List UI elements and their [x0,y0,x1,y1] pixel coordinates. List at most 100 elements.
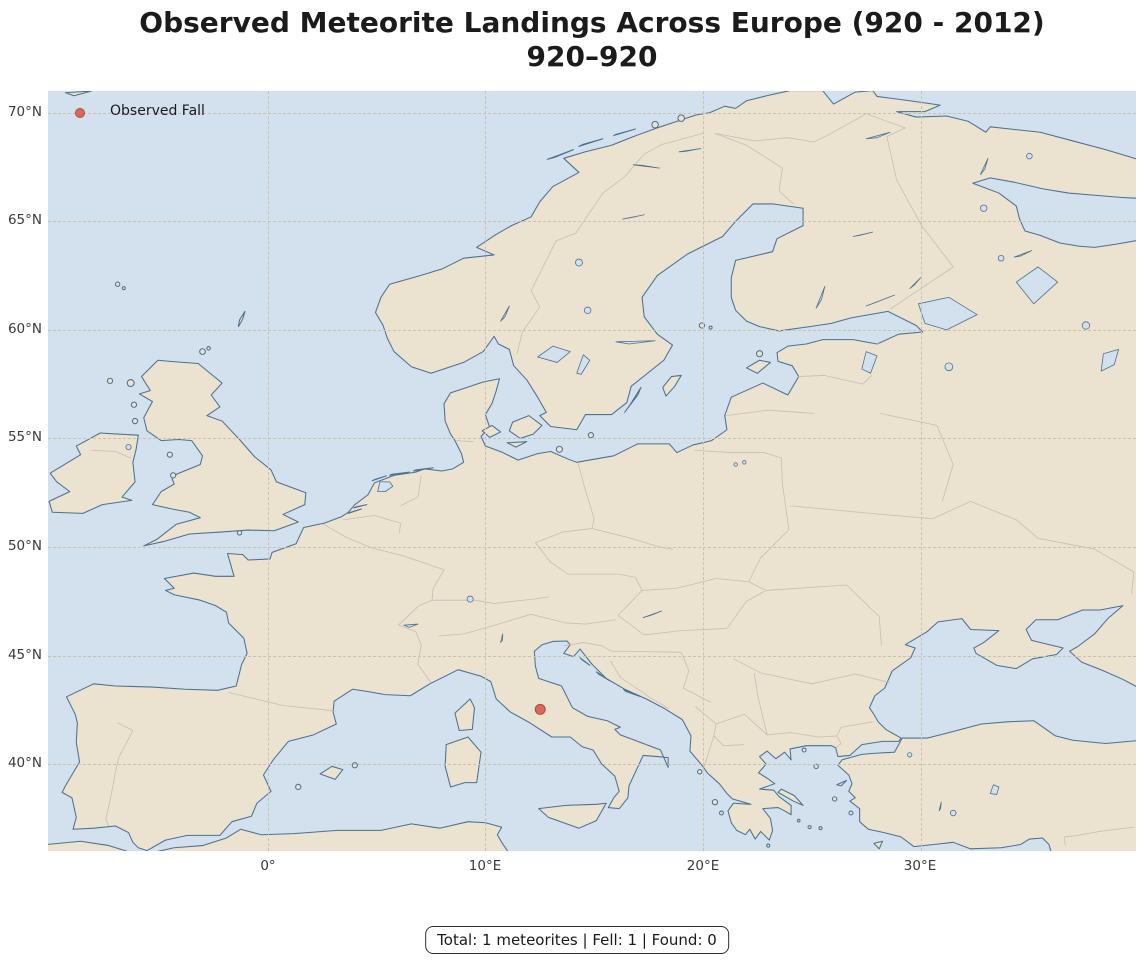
lake-storuman [622,215,644,219]
border-hungary-region [618,577,766,635]
island-oland [625,387,641,412]
lake-vanern [538,346,571,362]
lake-garda [501,634,503,643]
island-corsica [455,699,475,730]
lat-tick-50n: 50°N [7,538,42,554]
island-chios [832,797,836,801]
border-baltics [726,342,879,416]
island-faroe-2 [122,287,125,290]
lake-tuz [990,785,999,795]
island-anglesey [171,473,176,478]
island-aland-2 [709,326,712,329]
lake-egirdir [939,802,941,811]
lake-tornetrask [679,149,701,152]
border-germany-poland-czech [535,462,672,577]
island-faroe-1 [115,282,119,286]
island-man [167,452,172,457]
lake-akkajaure [633,165,659,168]
lake-ilmen [945,363,953,371]
island-kvaloya [678,115,685,122]
island-sicily [539,803,606,828]
island-islay [132,418,137,423]
island-mallorca [320,766,343,779]
lake-constance [467,596,473,602]
border-turkey-syria [1064,827,1134,845]
landmass-africa-west [48,841,130,851]
lake-siljan [584,307,591,314]
island-lofoten-1 [547,150,573,160]
island-frisian-1 [372,476,386,481]
island-shetland [238,311,245,326]
lake-peipus [862,352,877,374]
island-orkney [200,349,206,355]
border-portugal-spain [106,723,133,826]
border-scandinavia [517,114,953,354]
lake-geneva [404,624,418,627]
lake-neagh [126,445,131,450]
island-wight [237,531,241,535]
lon-tick-10e: 10°E [468,858,502,874]
lake-masurian-1 [734,463,737,466]
island-lemnos [814,764,818,768]
chart-title: Observed Meteorite Landings Across Europ… [48,6,1136,73]
lake-vygozero [1014,251,1031,258]
island-delta-2 [354,505,367,508]
island-menorca [352,763,357,768]
lat-tick-45n: 45°N [7,647,42,663]
chart-title-line1: Observed Meteorite Landings Across Europ… [139,6,1045,39]
landmass-africa-east [155,822,509,851]
lake-segozero [998,255,1004,261]
legend: Observed Fall [48,91,308,131]
lake-ladoga [918,297,977,330]
island-lesbos [837,780,847,785]
lat-tick-70n: 70°N [7,104,42,120]
lake-oulujarvi [853,232,873,236]
lake-onega [1016,267,1057,304]
island-hebrides-2 [107,378,112,383]
border-spain-france [229,692,336,710]
border-denmark-germany [456,441,473,442]
island-kefalonia [712,800,717,805]
island-dalmatia-3 [624,689,640,696]
chart-title-line2: 920–920 [526,39,658,73]
island-aland-1 [699,323,704,328]
island-frisian-2 [390,472,410,475]
island-lolland [507,442,527,447]
border-balkans-west [610,651,767,770]
lake-saimaa-2 [910,278,921,289]
island-hebrides-1 [127,380,134,387]
lat-tick-55n: 55°N [7,429,42,445]
lake-ijsselmeer [378,482,393,492]
lake-saimaa-1 [866,295,894,306]
border-benelux [343,475,421,533]
island-samos [849,811,853,815]
europe-map-svg [48,91,1136,851]
lake-vattern [577,355,590,375]
border-poland-east [694,450,789,581]
meteorite-point [535,704,545,714]
lake-masurian-2 [743,461,746,464]
island-rhodes [874,841,883,849]
lake-malaren [616,341,655,344]
status-box: Total: 1 meteorites | Fell: 1 | Found: 0 [425,926,729,954]
island-gotland [663,375,681,396]
border-belarus-ukraine-russia [790,413,1134,593]
lat-tick-40n: 40°N [7,755,42,771]
lake-inari [866,132,890,139]
island-delta-1 [348,509,361,513]
landmass-europe [62,91,1136,851]
border-france-italy-alps [398,597,566,683]
island-lofoten-3 [614,129,636,136]
island-funen [482,425,500,437]
island-saaremaa [746,360,770,373]
island-rugen [556,446,562,452]
border-slovenia-croatia [564,620,616,651]
map-canvas: Observed Fall [48,91,1136,851]
island-cyclades-2 [819,827,822,830]
lake-balaton [643,611,661,618]
lake-mjosa [501,306,510,321]
island-mull [131,402,136,407]
lake-iznik [908,753,912,757]
island-kythira [767,844,770,847]
lake-topozero [980,205,987,212]
